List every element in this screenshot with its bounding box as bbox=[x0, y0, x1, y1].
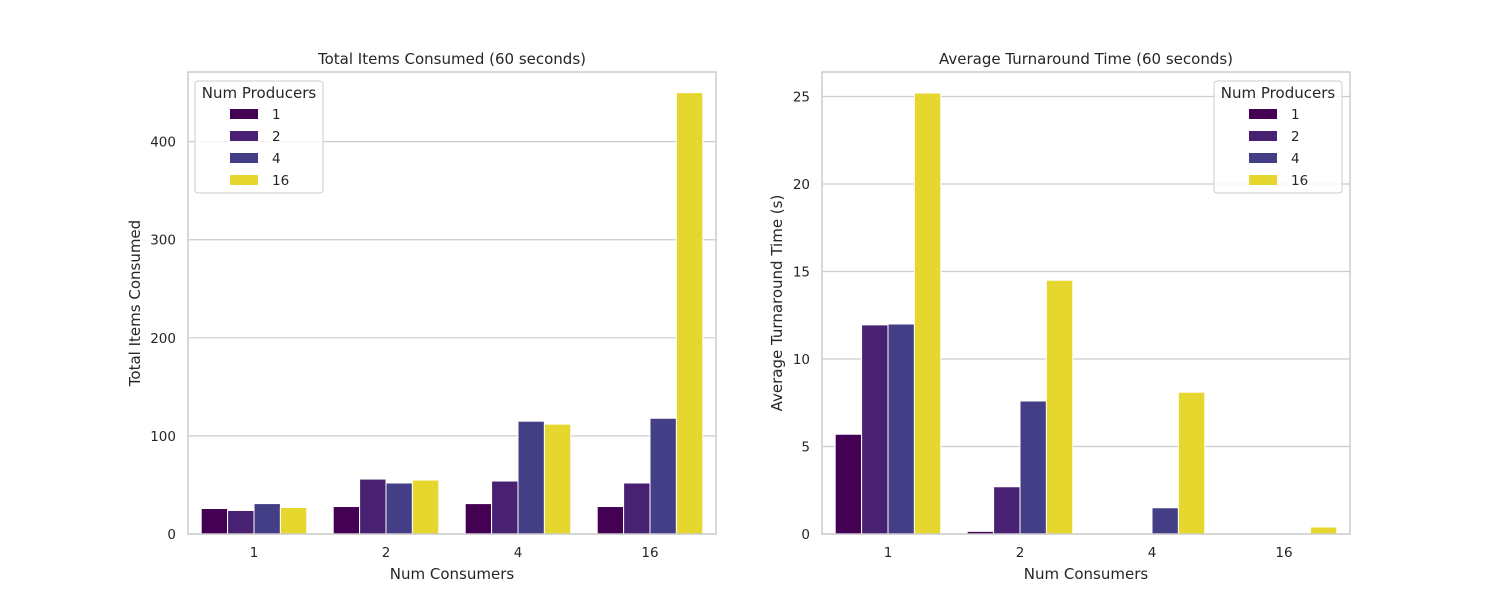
plot-frame bbox=[187, 71, 717, 535]
bar-2-producers-16 bbox=[1045, 279, 1074, 535]
bar-1-producers-2 bbox=[861, 324, 889, 535]
y-axis-label: Total Items Consumed bbox=[126, 220, 144, 387]
bar-2-producers-16 bbox=[411, 479, 440, 535]
bars bbox=[200, 92, 704, 535]
bar-2-producers-2 bbox=[993, 486, 1021, 535]
bars bbox=[834, 92, 1338, 535]
legend-swatch bbox=[1249, 153, 1277, 163]
bar-4-producers-4 bbox=[517, 420, 545, 535]
legend-swatch bbox=[1249, 131, 1277, 141]
bar-4-producers-16 bbox=[543, 423, 572, 535]
bar-4-producers-2 bbox=[491, 480, 519, 535]
bar-4-producers-4 bbox=[1151, 507, 1179, 535]
x-tick-label: 16 bbox=[641, 545, 658, 561]
bar-4-producers-16 bbox=[1177, 391, 1206, 535]
bar-1-producers-2 bbox=[227, 509, 255, 535]
y-tick-label: 0 bbox=[801, 527, 810, 543]
plot-frame bbox=[821, 71, 1351, 535]
legend-swatch bbox=[1249, 175, 1277, 185]
x-tick-label: 2 bbox=[382, 545, 391, 561]
y-axis-label: Average Turnaround Time (s) bbox=[768, 195, 786, 412]
bar-16-producers-16 bbox=[675, 92, 704, 535]
x-tick-label: 4 bbox=[514, 545, 523, 561]
y-tick-label: 15 bbox=[793, 265, 810, 281]
legend-label: 4 bbox=[1291, 151, 1300, 167]
legend-swatch bbox=[230, 109, 258, 119]
chart-items-consumed: Total Items Consumed (60 seconds) Num Co… bbox=[126, 50, 717, 583]
legend-label: 4 bbox=[272, 151, 281, 167]
y-tick-label: 5 bbox=[801, 440, 810, 456]
tick-labels: 0 5 10 15 20 25 1 2 4 16 bbox=[793, 90, 1293, 562]
legend-title: Num Producers bbox=[1221, 84, 1336, 102]
bar-1-producers-4 bbox=[887, 323, 915, 535]
legend-label: 2 bbox=[1291, 129, 1300, 145]
x-tick-label: 2 bbox=[1016, 545, 1025, 561]
chart-turnaround-time: Average Turnaround Time (60 seconds) Num… bbox=[768, 50, 1351, 583]
y-tick-label: 0 bbox=[167, 527, 176, 543]
bar-4-producers-1 bbox=[464, 503, 493, 535]
legend-swatch bbox=[230, 131, 258, 141]
chart-title: Average Turnaround Time (60 seconds) bbox=[939, 50, 1233, 68]
legend: Num Producers 1 2 4 16 bbox=[1213, 80, 1343, 194]
bar-1-producers-1 bbox=[200, 507, 229, 535]
bar-16-producers-16 bbox=[1309, 526, 1338, 535]
bar-2-producers-2 bbox=[359, 478, 387, 535]
x-tick-label: 4 bbox=[1148, 545, 1157, 561]
bar-2-producers-4 bbox=[1019, 400, 1047, 535]
bar-1-producers-16 bbox=[913, 92, 942, 535]
tick-labels: 0 100 200 300 400 1 2 4 16 bbox=[150, 135, 658, 561]
chart-title: Total Items Consumed (60 seconds) bbox=[317, 50, 586, 68]
legend-box bbox=[1213, 80, 1343, 194]
y-tick-label: 10 bbox=[793, 352, 810, 368]
legend: Num Producers 1 2 4 16 bbox=[194, 80, 324, 194]
y-tick-label: 20 bbox=[793, 177, 810, 193]
legend-title: Num Producers bbox=[202, 84, 317, 102]
bar-16-producers-4 bbox=[649, 417, 677, 535]
bar-16-producers-1 bbox=[596, 506, 625, 535]
y-tick-label: 400 bbox=[150, 135, 176, 151]
bar-16-producers-2 bbox=[623, 482, 651, 535]
legend-label: 16 bbox=[1291, 173, 1308, 189]
x-tick-label: 16 bbox=[1275, 545, 1292, 561]
y-tick-label: 300 bbox=[150, 233, 176, 249]
legend-swatch bbox=[1249, 109, 1277, 119]
y-tick-label: 25 bbox=[793, 90, 810, 106]
bar-1-producers-16 bbox=[279, 507, 308, 535]
legend-box bbox=[194, 80, 324, 194]
legend-label: 2 bbox=[272, 129, 281, 145]
y-tick-label: 100 bbox=[150, 429, 176, 445]
legend-swatch bbox=[230, 153, 258, 163]
bar-1-producers-1 bbox=[834, 433, 863, 535]
legend-label: 16 bbox=[272, 173, 289, 189]
x-axis-label: Num Consumers bbox=[390, 565, 515, 583]
y-gridlines bbox=[188, 141, 716, 535]
legend-label: 1 bbox=[272, 107, 281, 123]
legend-label: 1 bbox=[1291, 107, 1300, 123]
bar-2-producers-4 bbox=[385, 482, 413, 535]
x-tick-label: 1 bbox=[250, 545, 259, 561]
legend-swatch bbox=[230, 175, 258, 185]
bar-2-producers-1 bbox=[332, 506, 361, 535]
x-axis-label: Num Consumers bbox=[1024, 565, 1149, 583]
y-tick-label: 200 bbox=[150, 331, 176, 347]
x-tick-label: 1 bbox=[884, 545, 893, 561]
bar-1-producers-4 bbox=[253, 503, 281, 535]
